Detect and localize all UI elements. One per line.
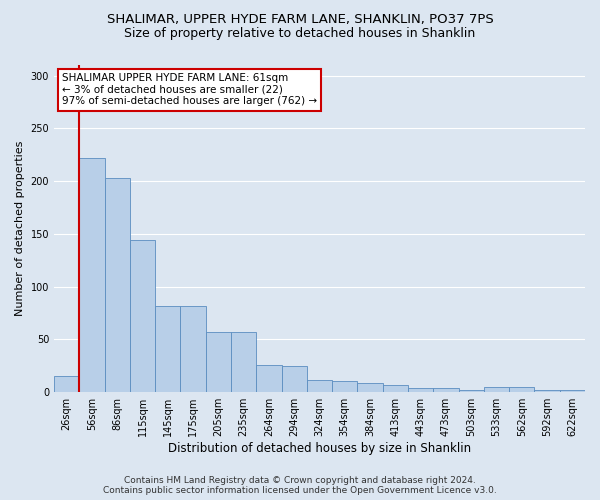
Text: Contains HM Land Registry data © Crown copyright and database right 2024.
Contai: Contains HM Land Registry data © Crown c…: [103, 476, 497, 495]
Bar: [484, 387, 509, 392]
Bar: [458, 390, 484, 392]
Bar: [181, 306, 206, 392]
Bar: [383, 385, 408, 392]
Bar: [79, 158, 104, 392]
Bar: [104, 178, 130, 392]
Bar: [560, 390, 585, 392]
X-axis label: Distribution of detached houses by size in Shanklin: Distribution of detached houses by size …: [168, 442, 471, 455]
Bar: [130, 240, 155, 392]
Bar: [231, 332, 256, 392]
Bar: [332, 380, 358, 392]
Bar: [535, 390, 560, 392]
Bar: [307, 380, 332, 392]
Bar: [256, 365, 281, 392]
Bar: [433, 388, 458, 392]
Bar: [509, 387, 535, 392]
Text: Size of property relative to detached houses in Shanklin: Size of property relative to detached ho…: [124, 28, 476, 40]
Bar: [281, 366, 307, 392]
Y-axis label: Number of detached properties: Number of detached properties: [15, 141, 25, 316]
Bar: [155, 306, 181, 392]
Bar: [54, 376, 79, 392]
Text: SHALIMAR UPPER HYDE FARM LANE: 61sqm
← 3% of detached houses are smaller (22)
97: SHALIMAR UPPER HYDE FARM LANE: 61sqm ← 3…: [62, 73, 317, 106]
Bar: [206, 332, 231, 392]
Text: SHALIMAR, UPPER HYDE FARM LANE, SHANKLIN, PO37 7PS: SHALIMAR, UPPER HYDE FARM LANE, SHANKLIN…: [107, 12, 493, 26]
Bar: [358, 382, 383, 392]
Bar: [408, 388, 433, 392]
